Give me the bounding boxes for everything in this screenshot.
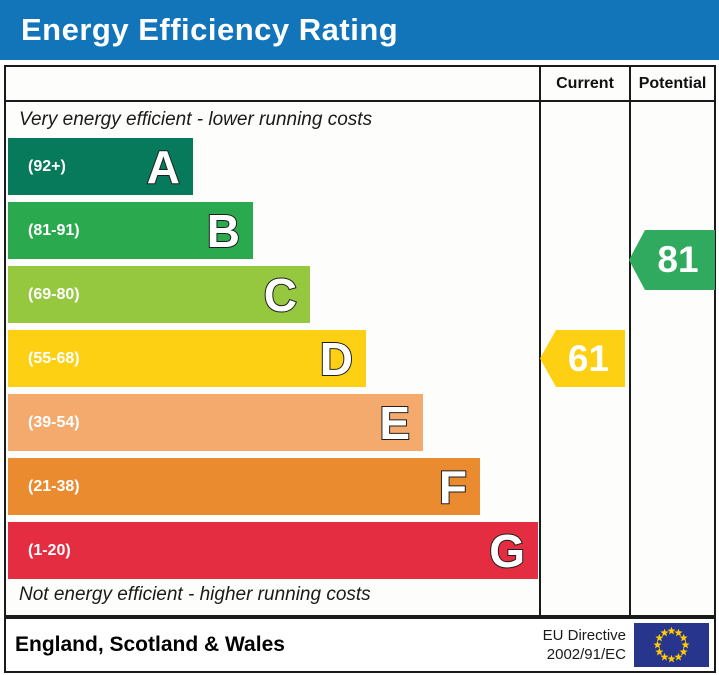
band-range-label: (21-38) [28,477,80,495]
current-value: 61 [567,337,610,379]
band-letter: D [319,332,354,385]
page-title: Energy Efficiency Rating [21,12,399,47]
bottom-note: Not energy efficient - higher running co… [19,584,371,605]
header-divider [6,100,714,102]
band-range-label: (55-68) [28,349,80,367]
band-a: (92+) A [8,138,193,195]
eu-directive-line1: EU Directive [542,627,626,644]
band-letter: A [146,140,181,193]
band-range-label: (81-91) [28,221,80,239]
band-g: (1-20) G [8,522,538,579]
band-f: (21-38) F [8,458,480,515]
band-range-label: (92+) [28,157,66,175]
rating-bands: (92+) A (81-91) B (69-80) C (55-68) D (3… [8,138,538,586]
rating-table: Current Potential Very energy efficient … [4,65,716,617]
band-range-label: (69-80) [28,285,80,303]
current-column-divider [539,67,541,615]
footer: England, Scotland & Wales EU Directive 2… [4,617,716,673]
band-letter: E [378,396,411,449]
top-note: Very energy efficient - lower running co… [19,109,373,130]
current-marker: 61 [540,330,625,387]
band-c: (69-80) C [8,266,310,323]
band-d: (55-68) D [8,330,366,387]
potential-column-divider [629,67,631,615]
region-label: England, Scotland & Wales [15,633,285,656]
band-e: (39-54) E [8,394,423,451]
band-letter: B [206,204,241,257]
band-range-label: (1-20) [28,541,71,559]
potential-value: 81 [657,239,699,280]
eu-flag-icon [634,623,709,667]
title-bar: Energy Efficiency Rating [0,0,719,60]
current-column-header: Current [556,74,614,92]
band-letter: G [488,524,526,577]
eu-directive-line2: 2002/91/EC [546,646,626,663]
band-letter: C [263,268,298,321]
band-letter: F [438,460,468,513]
band-b: (81-91) B [8,202,253,259]
potential-column-header: Potential [638,74,707,92]
eu-directive-label: EU Directive 2002/91/EC [543,619,626,671]
band-range-label: (39-54) [28,413,80,431]
potential-marker: 81 [629,230,715,290]
